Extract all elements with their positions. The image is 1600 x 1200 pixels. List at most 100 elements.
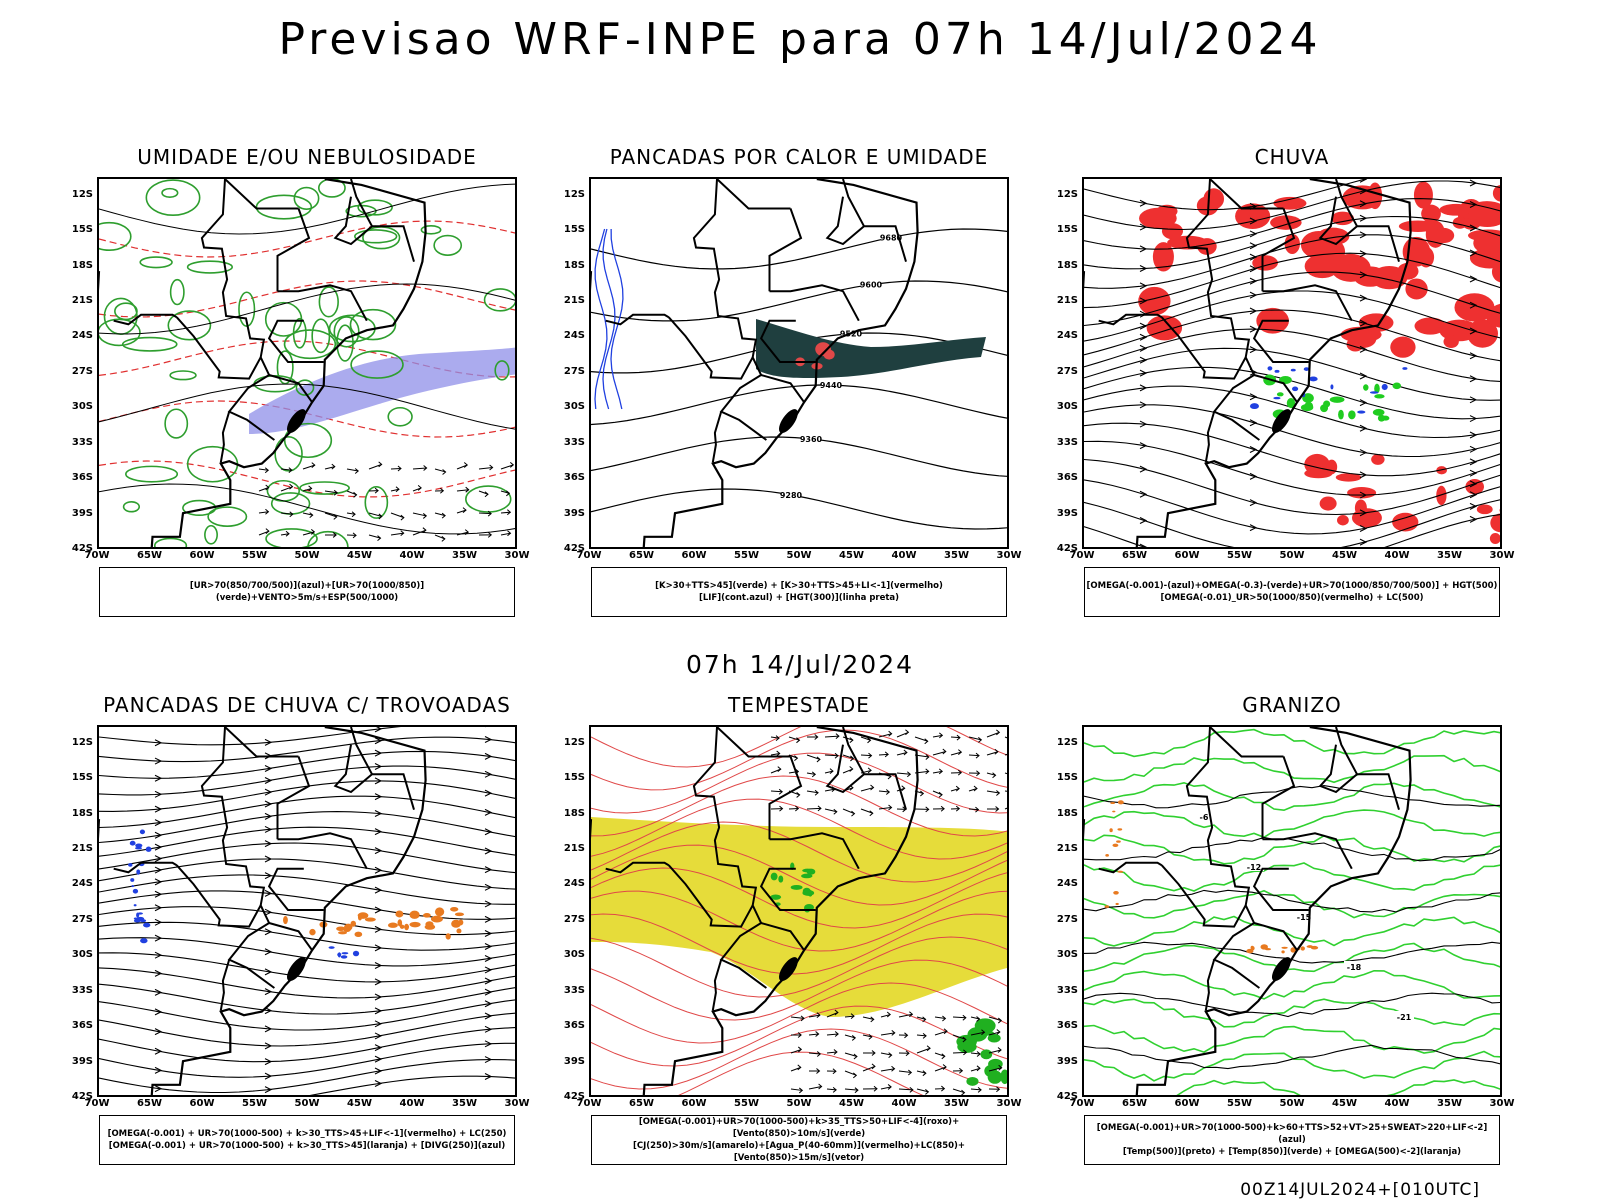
- lon-tick-label: 30W: [504, 550, 530, 561]
- lon-tick-label: 55W: [1227, 1098, 1252, 1109]
- lat-tick-label: 30S: [563, 949, 585, 961]
- lat-tick-label: 24S: [563, 330, 585, 342]
- svg-text:-18: -18: [1347, 963, 1362, 972]
- lat-tick-label: 39S: [71, 1055, 93, 1067]
- legend-line: [LIF](cont.azul) + [HGT(300)](linha pret…: [698, 593, 900, 603]
- legend-line: [OMEGA(-0.001)+UR>70(1000-500)+k>35_TTS>…: [638, 1117, 960, 1139]
- lon-tick-label: 50W: [294, 550, 320, 561]
- legend-line: [CJ(250)>30m/s](amarelo)+[Agua_P(40-60mm…: [632, 1141, 966, 1163]
- lat-tick-label: 24S: [1056, 330, 1078, 342]
- lon-axis-labels: 70W 65W 60W 55W 50W 45W 40W 35W 30W: [577, 550, 1022, 564]
- lat-axis-labels: 12S 15S 18S 21S 24S 27S 30S 33S 36S 39S 42S: [65, 725, 95, 1102]
- lat-tick-label: 39S: [563, 1055, 585, 1067]
- svg-text:9600: 9600: [860, 281, 883, 290]
- lon-tick-label: 30W: [996, 550, 1022, 561]
- lat-tick-label: 27S: [563, 365, 585, 377]
- lon-tick-label: 35W: [1437, 1098, 1462, 1109]
- lat-axis-labels: 12S 15S 18S 21S 24S 27S 30S 33S 36S 39S 42S: [1050, 725, 1080, 1102]
- lon-tick-label: 50W: [294, 1098, 320, 1109]
- lon-tick-label: 60W: [1174, 550, 1200, 561]
- panel-title-pancadas-por-calor-e-umidade: PANCADAS POR CALOR E UMIDADE: [609, 145, 989, 169]
- lon-tick-label: 65W: [629, 1098, 654, 1109]
- lon-tick-label: 65W: [1122, 1098, 1147, 1109]
- lat-tick-label: 30S: [1056, 949, 1078, 961]
- lat-tick-label: 15S: [1056, 224, 1078, 236]
- lon-axis-labels: 70W 65W 60W 55W 50W 45W 40W 35W 30W: [577, 1098, 1022, 1112]
- lon-tick-label: 50W: [786, 550, 812, 561]
- lat-tick-label: 33S: [71, 436, 93, 448]
- lon-axis-labels: 70W 65W 60W 55W 50W 45W 40W 35W 30W: [85, 1098, 530, 1112]
- lon-tick-label: 30W: [996, 1098, 1022, 1109]
- lon-tick-label: 65W: [1122, 550, 1147, 561]
- lon-tick-label: 70W: [576, 1098, 602, 1109]
- panel-title-granizo: GRANIZO: [1242, 693, 1342, 717]
- lat-tick-label: 39S: [71, 507, 93, 519]
- lon-tick-label: 60W: [1174, 1098, 1200, 1109]
- lat-tick-label: 18S: [563, 259, 585, 271]
- lat-tick-label: 21S: [1056, 295, 1078, 306]
- lat-tick-label: 12S: [563, 736, 585, 748]
- map-canvas: [99, 179, 515, 547]
- lat-tick-label: 36S: [1056, 1020, 1078, 1032]
- lon-tick-label: 50W: [1279, 1098, 1305, 1109]
- lat-tick-label: 33S: [563, 436, 585, 448]
- panel-title-umidade-e-ou-nebulosidade: UMIDADE E/OU NEBULOSIDADE: [137, 145, 477, 169]
- lat-tick-label: 12S: [71, 736, 93, 748]
- lon-tick-label: 35W: [944, 550, 969, 561]
- legend-line: [UR>70(850/700/500)](azul)+[UR>70(1000/8…: [189, 581, 425, 603]
- lat-tick-label: 42S: [71, 1091, 93, 1102]
- map-canvas: [1084, 179, 1500, 547]
- lon-tick-label: 35W: [452, 1098, 477, 1109]
- lat-tick-label: 12S: [1056, 188, 1078, 200]
- lat-tick-label: 33S: [1056, 984, 1078, 996]
- lon-tick-label: 60W: [189, 550, 215, 561]
- lon-tick-label: 60W: [681, 1098, 707, 1109]
- lat-tick-label: 39S: [1056, 507, 1078, 519]
- map-canvas: [99, 727, 515, 1095]
- lon-tick-label: 70W: [84, 550, 110, 561]
- lat-tick-label: 39S: [1056, 1055, 1078, 1067]
- legend-line: [K>30+TTS>45](verde) + [K>30+TTS>45+LI<-…: [655, 581, 943, 591]
- lat-tick-label: 18S: [563, 807, 585, 819]
- lon-tick-label: 35W: [452, 550, 477, 561]
- lon-tick-label: 40W: [399, 550, 425, 561]
- lat-tick-label: 30S: [71, 949, 93, 961]
- lon-tick-label: 35W: [944, 1098, 969, 1109]
- panel-title-tempestade: TEMPESTADE: [728, 693, 870, 717]
- lat-tick-label: 27S: [71, 365, 93, 377]
- lat-tick-label: 27S: [1056, 913, 1078, 925]
- lat-tick-label: 27S: [563, 913, 585, 925]
- lat-tick-label: 21S: [1056, 843, 1078, 854]
- lon-tick-label: 55W: [734, 1098, 759, 1109]
- lat-tick-label: 42S: [1056, 1091, 1078, 1102]
- lat-tick-label: 12S: [1056, 736, 1078, 748]
- svg-text:9440: 9440: [820, 381, 843, 390]
- lat-axis-labels: 12S 15S 18S 21S 24S 27S 30S 33S 36S 39S 42S: [557, 177, 587, 554]
- lat-tick-label: 36S: [1056, 472, 1078, 484]
- legend-line: [OMEGA(-0.01)_UR>50(1000/850)(vermelho) …: [1160, 593, 1424, 603]
- svg-text:-12: -12: [1247, 863, 1261, 872]
- lon-tick-label: 55W: [1227, 550, 1252, 561]
- lon-tick-label: 40W: [891, 550, 917, 561]
- lat-tick-label: 12S: [563, 188, 585, 200]
- lat-tick-label: 18S: [71, 259, 93, 271]
- lat-tick-label: 42S: [563, 543, 585, 554]
- lon-tick-label: 60W: [189, 1098, 215, 1109]
- lat-tick-label: 36S: [71, 1020, 93, 1032]
- lat-tick-label: 27S: [1056, 365, 1078, 377]
- panel-legend-pancadas-de-chuva-c-trovoadas: [OMEGA(-0.001) + UR>70(1000-500) + k>30_…: [99, 1115, 515, 1165]
- map-canvas: [591, 727, 1007, 1095]
- lat-tick-label: 15S: [563, 224, 585, 236]
- svg-text:-6: -6: [1200, 813, 1209, 822]
- map-panel-pancadas-de-chuva-c-trovoadas: [97, 725, 517, 1097]
- lat-tick-label: 42S: [1056, 543, 1078, 554]
- lon-tick-label: 40W: [1384, 1098, 1410, 1109]
- svg-text:9360: 9360: [800, 435, 823, 444]
- map-panel-chuva: [1082, 177, 1502, 549]
- lon-tick-label: 50W: [786, 1098, 812, 1109]
- lat-tick-label: 15S: [71, 224, 93, 236]
- lat-axis-labels: 12S 15S 18S 21S 24S 27S 30S 33S 36S 39S 42S: [557, 725, 587, 1102]
- lon-tick-label: 40W: [1384, 550, 1410, 561]
- lat-tick-label: 15S: [1056, 772, 1078, 784]
- lon-axis-labels: 70W 65W 60W 55W 50W 45W 40W 35W 30W: [1070, 1098, 1515, 1112]
